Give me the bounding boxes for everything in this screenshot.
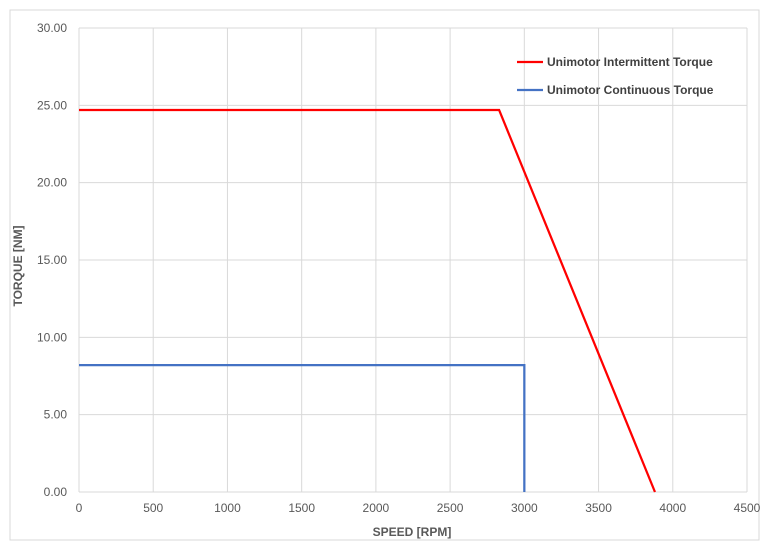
x-axis-title: SPEED [RPM] xyxy=(373,525,452,539)
chart-area-border xyxy=(9,9,760,541)
x-tick-label: 0 xyxy=(76,501,83,515)
x-tick-label: 4000 xyxy=(659,501,686,515)
y-tick-label: 20.00 xyxy=(37,176,67,190)
x-tick-label: 500 xyxy=(143,501,163,515)
y-axis-title: TORQUE [NM] xyxy=(11,225,25,306)
y-tick-label: 30.00 xyxy=(37,21,67,35)
legend-label: Unimotor Intermittent Torque xyxy=(547,55,713,69)
x-tick-label: 4500 xyxy=(734,501,761,515)
y-tick-label: 25.00 xyxy=(37,98,67,112)
series-line-1 xyxy=(79,364,526,492)
x-tick-label: 1000 xyxy=(214,501,241,515)
y-tick-label: 0.00 xyxy=(44,485,68,499)
x-tick-label: 3000 xyxy=(511,501,538,515)
y-tick-label: 5.00 xyxy=(44,408,68,422)
y-tick-label: 15.00 xyxy=(37,253,67,267)
gridlines xyxy=(78,27,748,493)
y-axis-tick-labels: 0.00 5.00 10.00 15.00 20.00 25.00 30.00 xyxy=(37,21,67,499)
legend: Unimotor Intermittent Torque Unimotor Con… xyxy=(517,55,714,97)
x-tick-label: 3500 xyxy=(585,501,612,515)
y-tick-label: 10.00 xyxy=(37,330,67,344)
legend-label: Unimotor Continuous Torque xyxy=(547,83,714,97)
x-tick-label: 2000 xyxy=(363,501,390,515)
x-tick-label: 1500 xyxy=(288,501,315,515)
series-lines xyxy=(79,108,657,493)
x-tick-label: 2500 xyxy=(437,501,464,515)
x-axis-tick-labels: 0 500 1000 1500 2000 2500 3000 3500 4000 4500 xyxy=(76,501,761,515)
series-line-0 xyxy=(79,108,657,493)
